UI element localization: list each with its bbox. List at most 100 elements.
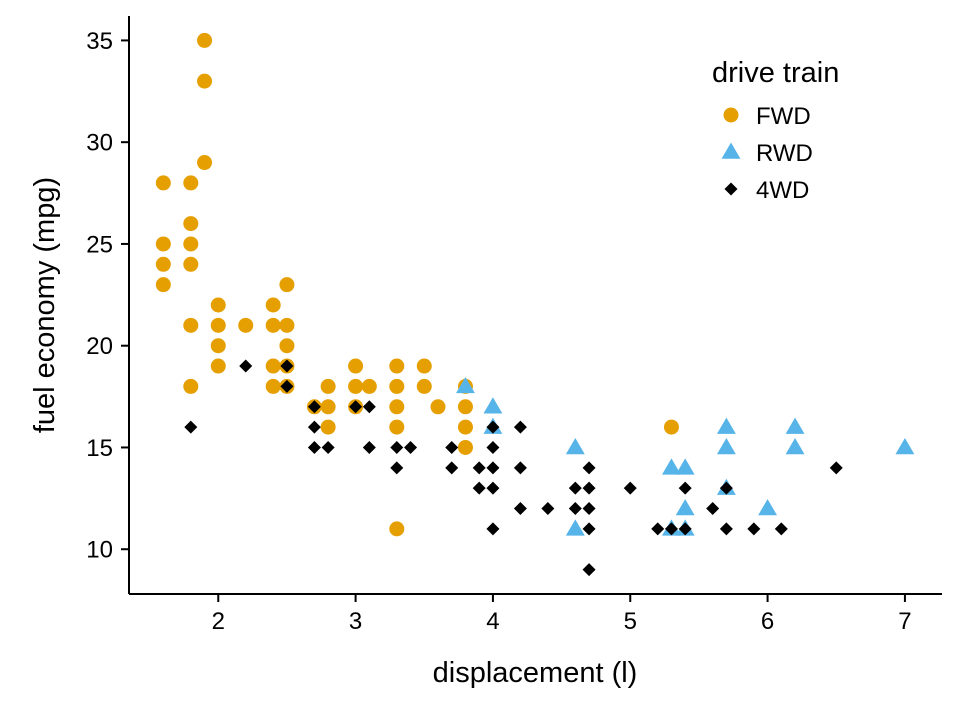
data-point-4wd bbox=[184, 420, 198, 434]
data-point-4wd bbox=[390, 461, 404, 475]
data-point-fwd bbox=[155, 256, 171, 272]
data-point-fwd bbox=[210, 297, 226, 313]
legend: drive train FWD RWD 4WD bbox=[712, 57, 839, 204]
data-point-4wd bbox=[678, 522, 692, 536]
y-tick-label: 15 bbox=[86, 435, 113, 462]
legend-label: FWD bbox=[756, 103, 811, 130]
data-point-fwd bbox=[265, 297, 281, 313]
data-point-4wd bbox=[486, 461, 500, 475]
data-point-4wd bbox=[239, 359, 253, 373]
data-point-fwd bbox=[279, 277, 295, 293]
data-point-fwd bbox=[155, 277, 171, 293]
data-point-fwd bbox=[197, 32, 213, 48]
data-point-4wd bbox=[307, 440, 321, 454]
data-point-4wd bbox=[307, 400, 321, 414]
data-point-rwd bbox=[456, 376, 475, 394]
data-point-fwd bbox=[389, 378, 405, 394]
data-point-fwd bbox=[183, 216, 199, 232]
y-tick-label: 20 bbox=[86, 333, 113, 360]
data-point-rwd bbox=[758, 499, 778, 516]
legend-item-rwd: RWD bbox=[721, 140, 813, 167]
data-point-4wd bbox=[486, 440, 500, 454]
data-point-fwd bbox=[320, 419, 336, 435]
data-point-4wd bbox=[568, 502, 582, 516]
data-point-fwd bbox=[279, 338, 295, 354]
y-tick-label: 35 bbox=[86, 28, 113, 55]
data-point-rwd bbox=[785, 438, 805, 455]
data-point-4wd bbox=[651, 522, 665, 536]
data-point-4wd bbox=[404, 440, 418, 454]
data-point-4wd bbox=[280, 379, 294, 393]
data-point-rwd bbox=[662, 458, 681, 475]
series-4wd bbox=[184, 359, 843, 577]
x-axis-ticks: 2 3 4 5 6 7 bbox=[212, 594, 912, 635]
data-point-4wd bbox=[513, 461, 527, 475]
x-tick-label: 4 bbox=[486, 608, 499, 635]
data-point-fwd bbox=[320, 399, 336, 415]
data-point-fwd bbox=[457, 439, 473, 455]
data-point-4wd bbox=[390, 440, 404, 454]
data-point-4wd bbox=[486, 481, 500, 495]
data-point-fwd bbox=[457, 399, 473, 415]
data-point-rwd bbox=[675, 499, 695, 516]
data-point-4wd bbox=[472, 481, 486, 495]
data-point-fwd bbox=[348, 358, 364, 374]
data-point-rwd bbox=[483, 397, 503, 414]
y-tick-label: 30 bbox=[86, 130, 113, 157]
data-point-4wd bbox=[513, 502, 527, 516]
data-point-fwd bbox=[320, 378, 336, 394]
data-point-4wd bbox=[706, 502, 720, 516]
data-point-rwd bbox=[716, 438, 736, 455]
legend-key-diamond bbox=[724, 182, 738, 196]
x-tick-label: 3 bbox=[349, 608, 362, 635]
legend-item-4wd: 4WD bbox=[724, 177, 809, 204]
data-point-fwd bbox=[430, 399, 446, 415]
data-point-4wd bbox=[486, 420, 500, 434]
data-point-4wd bbox=[774, 522, 788, 536]
data-point-4wd bbox=[829, 461, 843, 475]
data-point-rwd bbox=[675, 458, 695, 475]
data-point-fwd bbox=[348, 378, 364, 394]
data-point-4wd bbox=[445, 440, 459, 454]
data-point-fwd bbox=[663, 419, 679, 435]
data-point-4wd bbox=[664, 522, 678, 536]
data-point-fwd bbox=[361, 378, 377, 394]
data-point-4wd bbox=[362, 440, 376, 454]
data-point-rwd bbox=[895, 438, 915, 455]
series-rwd bbox=[456, 376, 915, 536]
data-point-4wd bbox=[472, 461, 486, 475]
data-point-fwd bbox=[197, 155, 213, 171]
data-point-fwd bbox=[210, 338, 226, 354]
data-point-fwd bbox=[238, 317, 254, 333]
data-point-4wd bbox=[582, 461, 596, 475]
data-point-4wd bbox=[582, 481, 596, 495]
data-point-rwd bbox=[565, 438, 585, 455]
legend-title: drive train bbox=[712, 57, 839, 89]
data-point-4wd bbox=[582, 522, 596, 536]
y-tick-label: 10 bbox=[86, 537, 113, 564]
data-point-4wd bbox=[541, 502, 555, 516]
data-point-fwd bbox=[183, 256, 199, 272]
x-tick-label: 6 bbox=[761, 608, 774, 635]
data-point-4wd bbox=[747, 522, 761, 536]
data-point-4wd bbox=[582, 563, 596, 577]
legend-label: RWD bbox=[756, 140, 813, 167]
data-point-fwd bbox=[416, 358, 432, 374]
data-point-4wd bbox=[568, 481, 582, 495]
series-fwd bbox=[155, 32, 679, 537]
data-point-4wd bbox=[445, 461, 459, 475]
data-point-4wd bbox=[582, 502, 596, 516]
data-point-fwd bbox=[389, 521, 405, 537]
data-point-4wd bbox=[719, 522, 733, 536]
data-point-4wd bbox=[486, 522, 500, 536]
data-point-fwd bbox=[389, 358, 405, 374]
x-tick-label: 2 bbox=[212, 608, 225, 635]
data-point-4wd bbox=[349, 400, 363, 414]
data-point-4wd bbox=[719, 481, 733, 495]
data-point-fwd bbox=[279, 317, 295, 333]
data-point-fwd bbox=[155, 175, 171, 191]
data-point-4wd bbox=[307, 420, 321, 434]
legend-label: 4WD bbox=[756, 177, 809, 204]
data-point-fwd bbox=[210, 358, 226, 374]
